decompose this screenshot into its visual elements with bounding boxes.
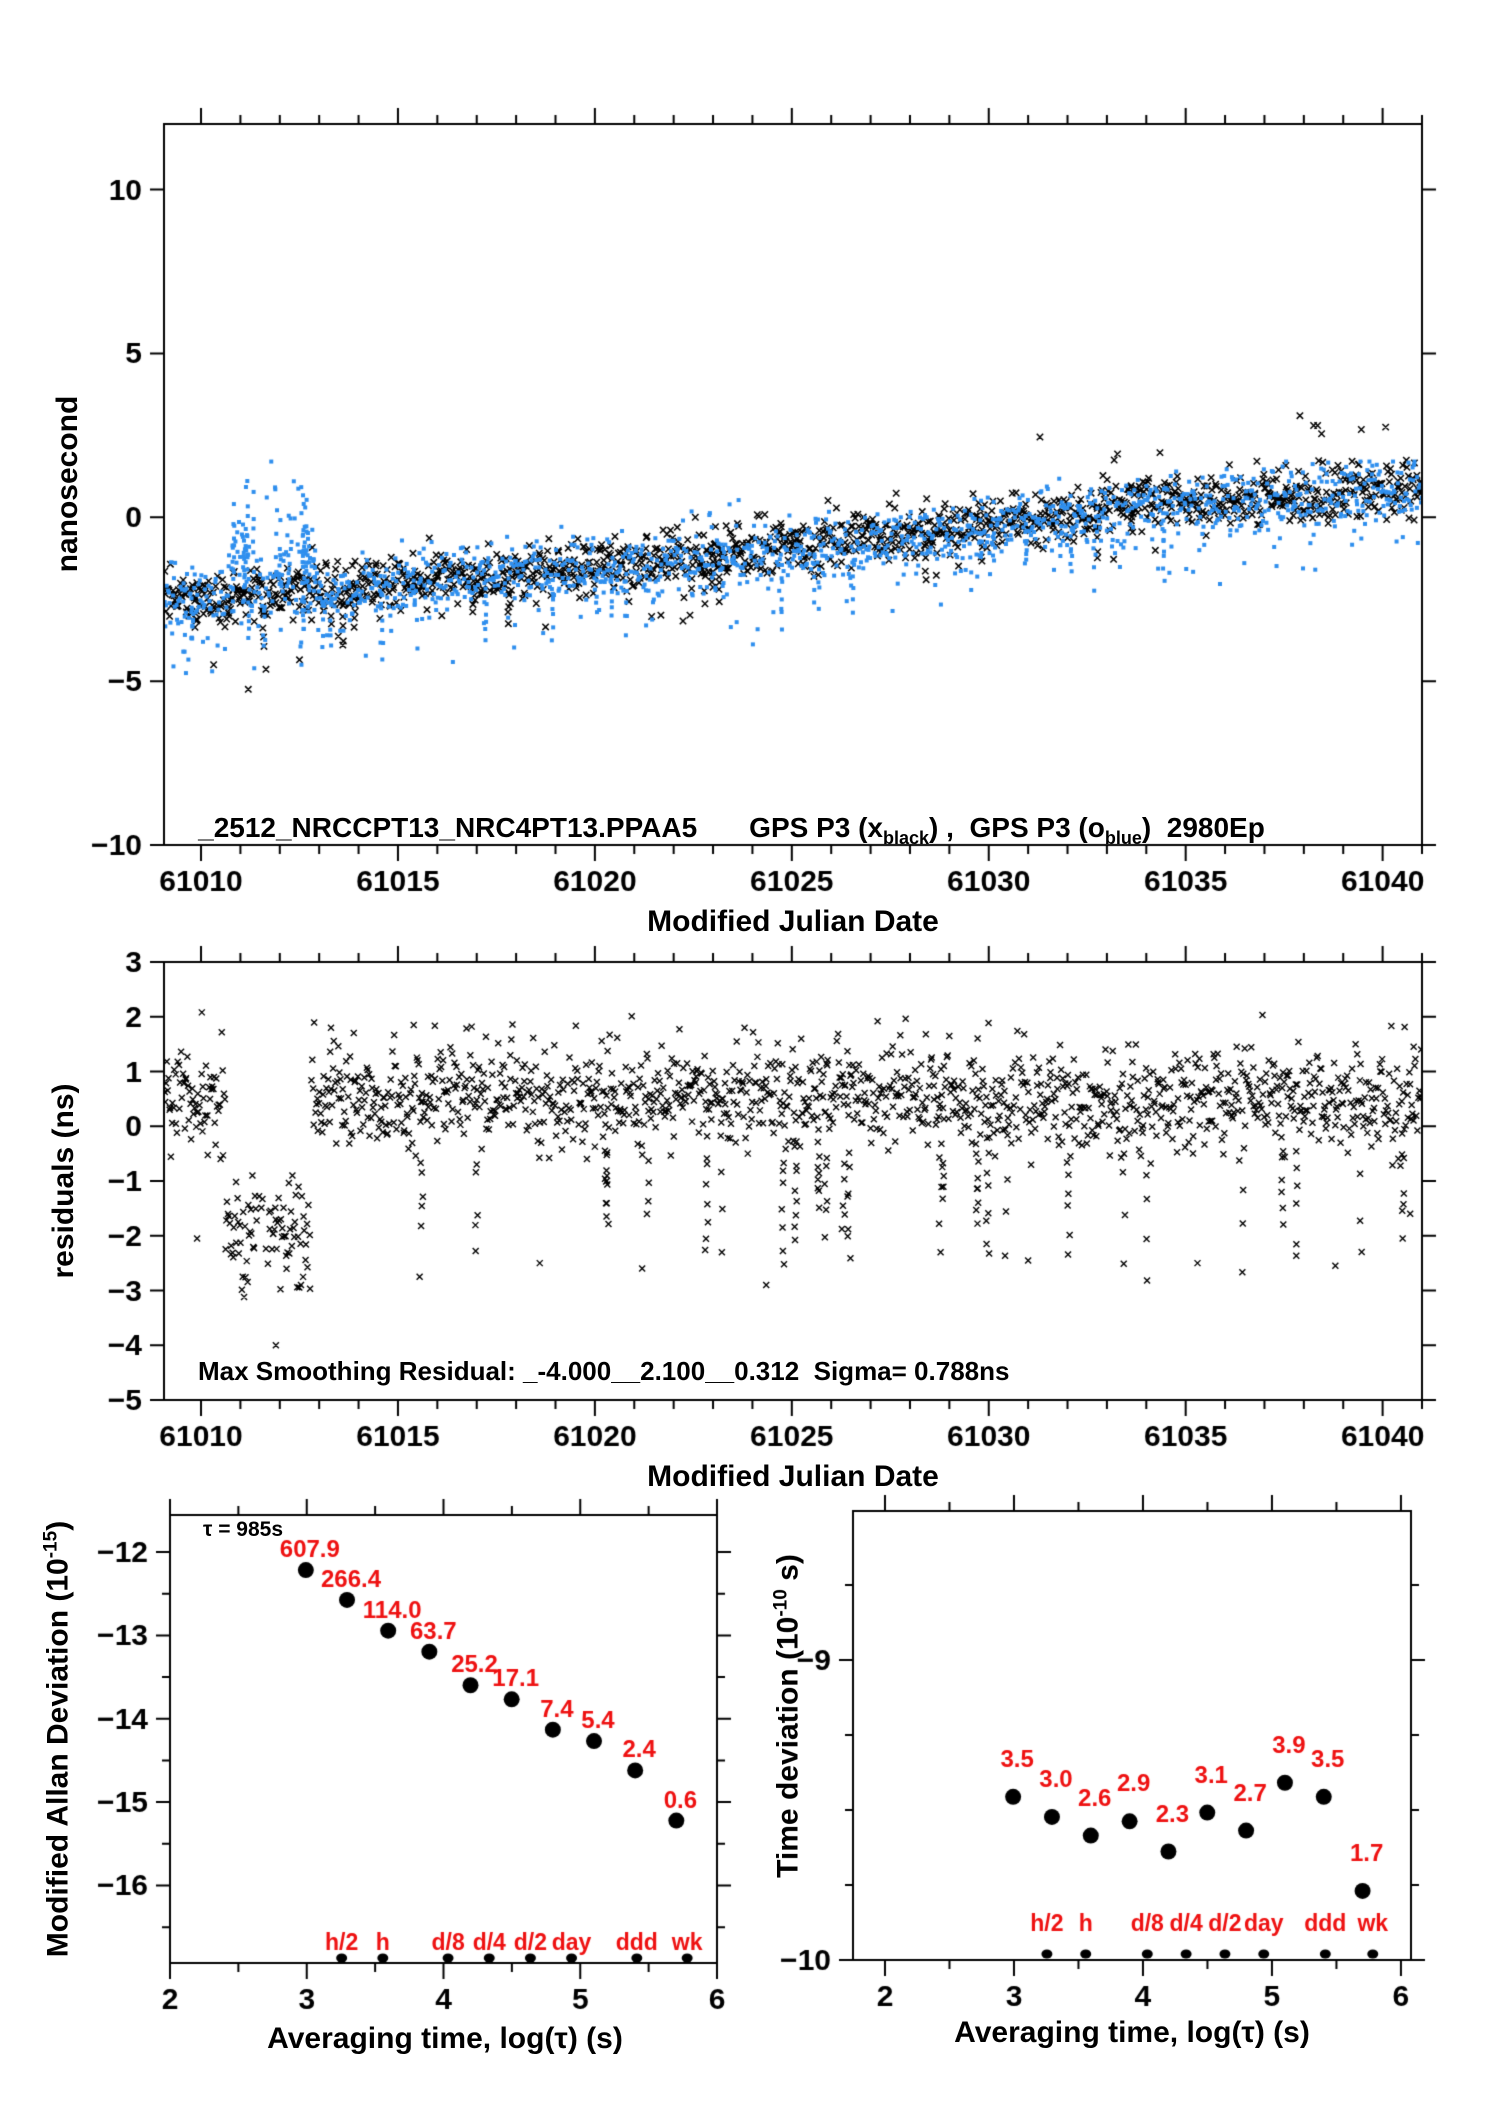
tdev-y-axis-label: Time deviation (10-10 s) bbox=[771, 1554, 806, 1878]
phase-legend-series1: GPS P3 (x bbox=[749, 812, 884, 843]
phase-x-axis-label: Modified Julian Date bbox=[647, 905, 939, 938]
residuals-y-axis-label: residuals (ns) bbox=[47, 1083, 80, 1279]
tdev-x-axis-label: Averaging time, log(τ) (s) bbox=[954, 2016, 1310, 2049]
madev-y-axis-label: Modified Allan Deviation (10-15) bbox=[41, 1521, 76, 1957]
phase-legend-series1-subscript: black bbox=[883, 828, 930, 848]
phase-legend-series2: ) , GPS P3 (o bbox=[929, 812, 1105, 843]
phase-legend-series2-subscript: blue bbox=[1104, 828, 1142, 848]
tdev-y-axis-label-exponent: -10 bbox=[770, 1589, 792, 1617]
phase-legend-filename: _2512_NRCCPT13_NRC4PT13.PPAA5 bbox=[198, 812, 698, 843]
residuals-x-axis-label: Modified Julian Date bbox=[647, 1460, 939, 1493]
madev-y-axis-label-end: ) bbox=[41, 1520, 75, 1531]
madev-tau-note: τ = 985s bbox=[203, 1518, 284, 1541]
madev-y-axis-label-exponent: -15 bbox=[40, 1530, 62, 1559]
phase-legend-epochs: ) 2980Ep bbox=[1141, 812, 1265, 843]
phase-legend: _2512_NRCCPT13_NRC4PT13.PPAA5 GPS P3 (xbl… bbox=[167, 780, 1265, 881]
tdev-y-axis-label-base: Time deviation (10 bbox=[771, 1616, 805, 1878]
madev-y-axis-label-base: Modified Allan Deviation (10 bbox=[41, 1558, 75, 1958]
residuals-annotation: Max Smoothing Residual: _-4.000__2.100__… bbox=[198, 1356, 1010, 1386]
tdev-y-axis-label-end: s) bbox=[771, 1554, 805, 1590]
phase-y-axis-label: nanosecond bbox=[51, 395, 84, 573]
madev-x-axis-label: Averaging time, log(τ) (s) bbox=[267, 2022, 623, 2055]
